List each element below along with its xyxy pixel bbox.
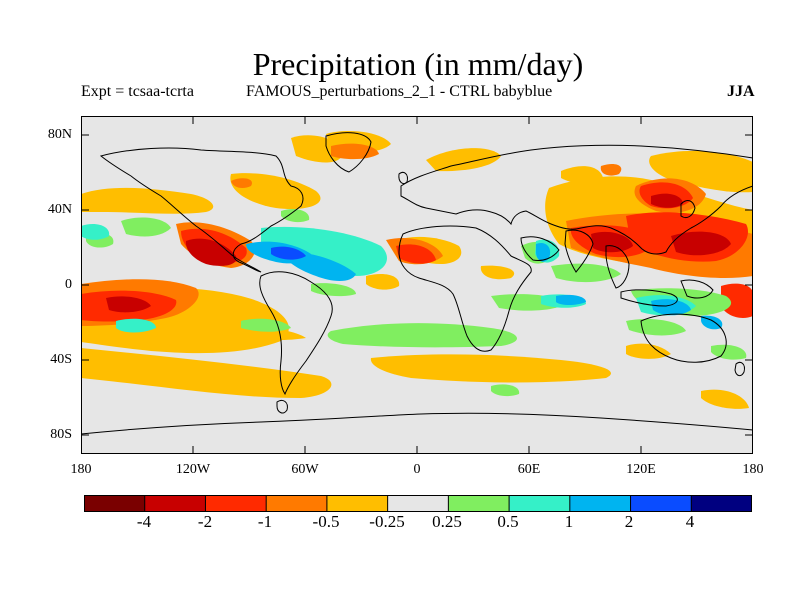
colorbar-label: 0.5 xyxy=(497,512,519,531)
colorbar-label: 4 xyxy=(685,512,695,531)
lat-tick-label: 0 xyxy=(65,277,72,292)
experiment-label: Expt = tcsaa-tcrta xyxy=(81,83,194,100)
colorbar-label: -0.25 xyxy=(369,512,405,531)
colorbar xyxy=(84,495,752,512)
lon-tick-label: 120W xyxy=(175,462,211,477)
colorbar-label: -1 xyxy=(257,512,273,531)
run-label: FAMOUS_perturbations_2_1 - CTRL babyblue xyxy=(246,83,553,100)
colorbar-cell xyxy=(690,495,752,512)
colorbar-cell xyxy=(144,495,207,512)
precipitation-anomaly-field xyxy=(81,131,753,409)
lon-tick-label: 180 xyxy=(742,462,764,477)
colorbar-cell xyxy=(204,495,268,512)
colorbar-label: 2 xyxy=(624,512,634,531)
colorbar-cell xyxy=(569,495,632,512)
colorbar-label: -0.5 xyxy=(312,512,340,531)
coastlines xyxy=(81,132,753,435)
colorbar-label: -2 xyxy=(197,512,213,531)
colorbar-cell xyxy=(447,495,511,512)
colorbar-frame xyxy=(84,495,752,512)
colorbar-label: -4 xyxy=(136,512,152,531)
colorbar-cell xyxy=(84,495,146,512)
colorbar-cell xyxy=(630,495,693,512)
colorbar-label: 0.25 xyxy=(432,512,462,531)
precipitation-map xyxy=(81,116,753,454)
colorbar-cell xyxy=(387,495,450,512)
colorbar-cell xyxy=(326,495,389,512)
lat-tick-label: 80N xyxy=(47,127,72,142)
lon-tick-label: 180 xyxy=(70,462,92,477)
colorbar-label: 1 xyxy=(564,512,574,531)
lon-tick-label: 60W xyxy=(291,462,319,477)
lat-tick-label: 40N xyxy=(47,202,72,217)
lon-tick-label: 120E xyxy=(626,462,656,477)
axis-ticks xyxy=(81,116,753,454)
map-background xyxy=(81,116,753,454)
lon-tick-label: 60E xyxy=(517,462,541,477)
colorbar-cell xyxy=(265,495,328,512)
lat-tick-label: 40S xyxy=(50,352,72,367)
lat-tick-label: 80S xyxy=(50,427,72,442)
colorbar-cell xyxy=(508,495,571,512)
season-label: JJA xyxy=(727,83,755,100)
plot-title: Precipitation (in mm/day) xyxy=(252,46,584,82)
lon-tick-label: 0 xyxy=(413,462,421,477)
